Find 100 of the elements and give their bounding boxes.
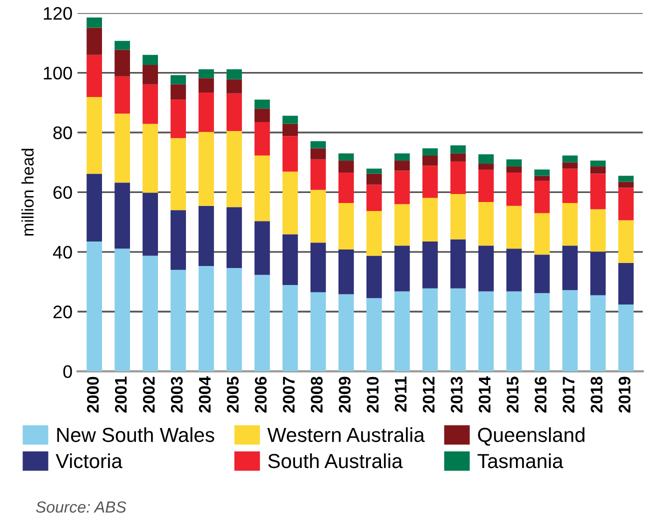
bar — [114, 248, 130, 372]
bar — [506, 248, 522, 292]
bar — [366, 174, 382, 185]
bar — [170, 210, 186, 270]
bar — [226, 207, 242, 268]
bar — [170, 138, 186, 210]
bar — [282, 172, 298, 234]
bar — [394, 204, 410, 246]
bar — [478, 246, 494, 292]
x-tick-label: 2008 — [310, 376, 323, 413]
x-tick-label: 2002 — [142, 376, 155, 413]
bar — [310, 292, 326, 372]
bar — [142, 192, 158, 256]
bar — [338, 153, 354, 161]
bar — [254, 221, 270, 275]
bar — [114, 182, 130, 249]
bar — [534, 254, 550, 294]
bar — [338, 202, 354, 250]
bar — [198, 92, 214, 132]
bar — [86, 28, 102, 55]
bar — [394, 246, 410, 292]
x-tick-label: 2010 — [366, 376, 379, 413]
x-tick-label: 2013 — [450, 376, 463, 413]
bar — [450, 145, 466, 154]
bar — [394, 153, 410, 161]
y-tick-label: 40 — [52, 246, 72, 259]
x-tick-label: 2011 — [394, 376, 407, 412]
bar — [86, 18, 102, 28]
bar — [366, 298, 382, 372]
bar — [506, 206, 522, 249]
bar — [310, 141, 326, 148]
source-note: Source: ABS — [36, 501, 126, 513]
bar — [590, 252, 606, 296]
bar — [618, 188, 634, 220]
bar — [450, 153, 466, 162]
bar — [534, 293, 550, 372]
bar — [562, 290, 578, 372]
bar — [310, 159, 326, 190]
bar — [422, 166, 438, 198]
bar — [170, 270, 186, 372]
x-tick-label: 2001 — [114, 376, 127, 413]
bar — [590, 166, 606, 174]
bar — [590, 174, 606, 210]
x-tick-label: 2005 — [226, 376, 239, 413]
bar — [366, 168, 382, 174]
bar — [338, 250, 354, 294]
bar — [422, 148, 438, 156]
bar — [310, 190, 326, 243]
y-tick-label: 120 — [44, 7, 72, 20]
bar — [86, 241, 102, 372]
x-tick-label: 2000 — [86, 376, 99, 413]
legend-label: Western Australia — [267, 427, 425, 442]
bar — [338, 172, 354, 203]
bar — [590, 160, 606, 167]
y-tick-label: 60 — [53, 186, 72, 199]
bar — [478, 154, 494, 164]
y-tick-label: 20 — [53, 306, 72, 318]
bar — [562, 162, 578, 169]
bar — [478, 202, 494, 246]
bar — [478, 291, 494, 372]
x-tick-label: 2016 — [534, 376, 547, 413]
bar — [254, 274, 270, 372]
bar — [534, 180, 550, 214]
bar — [506, 291, 522, 372]
bar — [114, 114, 130, 183]
bar — [422, 155, 438, 166]
bar — [338, 294, 354, 372]
legend-label: Queensland — [478, 427, 584, 446]
bar — [562, 155, 578, 162]
x-tick-label: 2012 — [422, 376, 435, 413]
bar — [114, 50, 130, 76]
bar — [394, 160, 410, 171]
y-tick-label: 100 — [44, 66, 72, 80]
bar — [226, 79, 242, 94]
legend-label: South Australia — [268, 453, 403, 468]
bar — [366, 256, 382, 298]
bar — [450, 194, 466, 240]
bar — [534, 213, 550, 255]
bar — [198, 69, 214, 78]
bar — [506, 172, 522, 206]
x-tick-label: 2018 — [590, 376, 602, 413]
y-tick-label: 0 — [63, 365, 72, 378]
bar — [142, 54, 158, 66]
bar — [366, 184, 382, 212]
bar — [282, 285, 298, 372]
bar — [534, 176, 550, 181]
x-tick-label: 2014 — [478, 376, 491, 413]
bar — [282, 116, 298, 124]
bar — [618, 182, 634, 188]
bar — [170, 84, 186, 100]
bar — [114, 40, 130, 50]
bar — [450, 239, 466, 288]
bar — [618, 220, 634, 263]
y-tick-label: 80 — [53, 126, 72, 140]
bar — [366, 211, 382, 256]
x-tick-label: 2007 — [282, 376, 295, 413]
x-tick-label: 2003 — [170, 376, 183, 413]
x-tick-label: 2004 — [198, 376, 211, 413]
bar — [478, 170, 494, 202]
bar — [590, 295, 606, 372]
